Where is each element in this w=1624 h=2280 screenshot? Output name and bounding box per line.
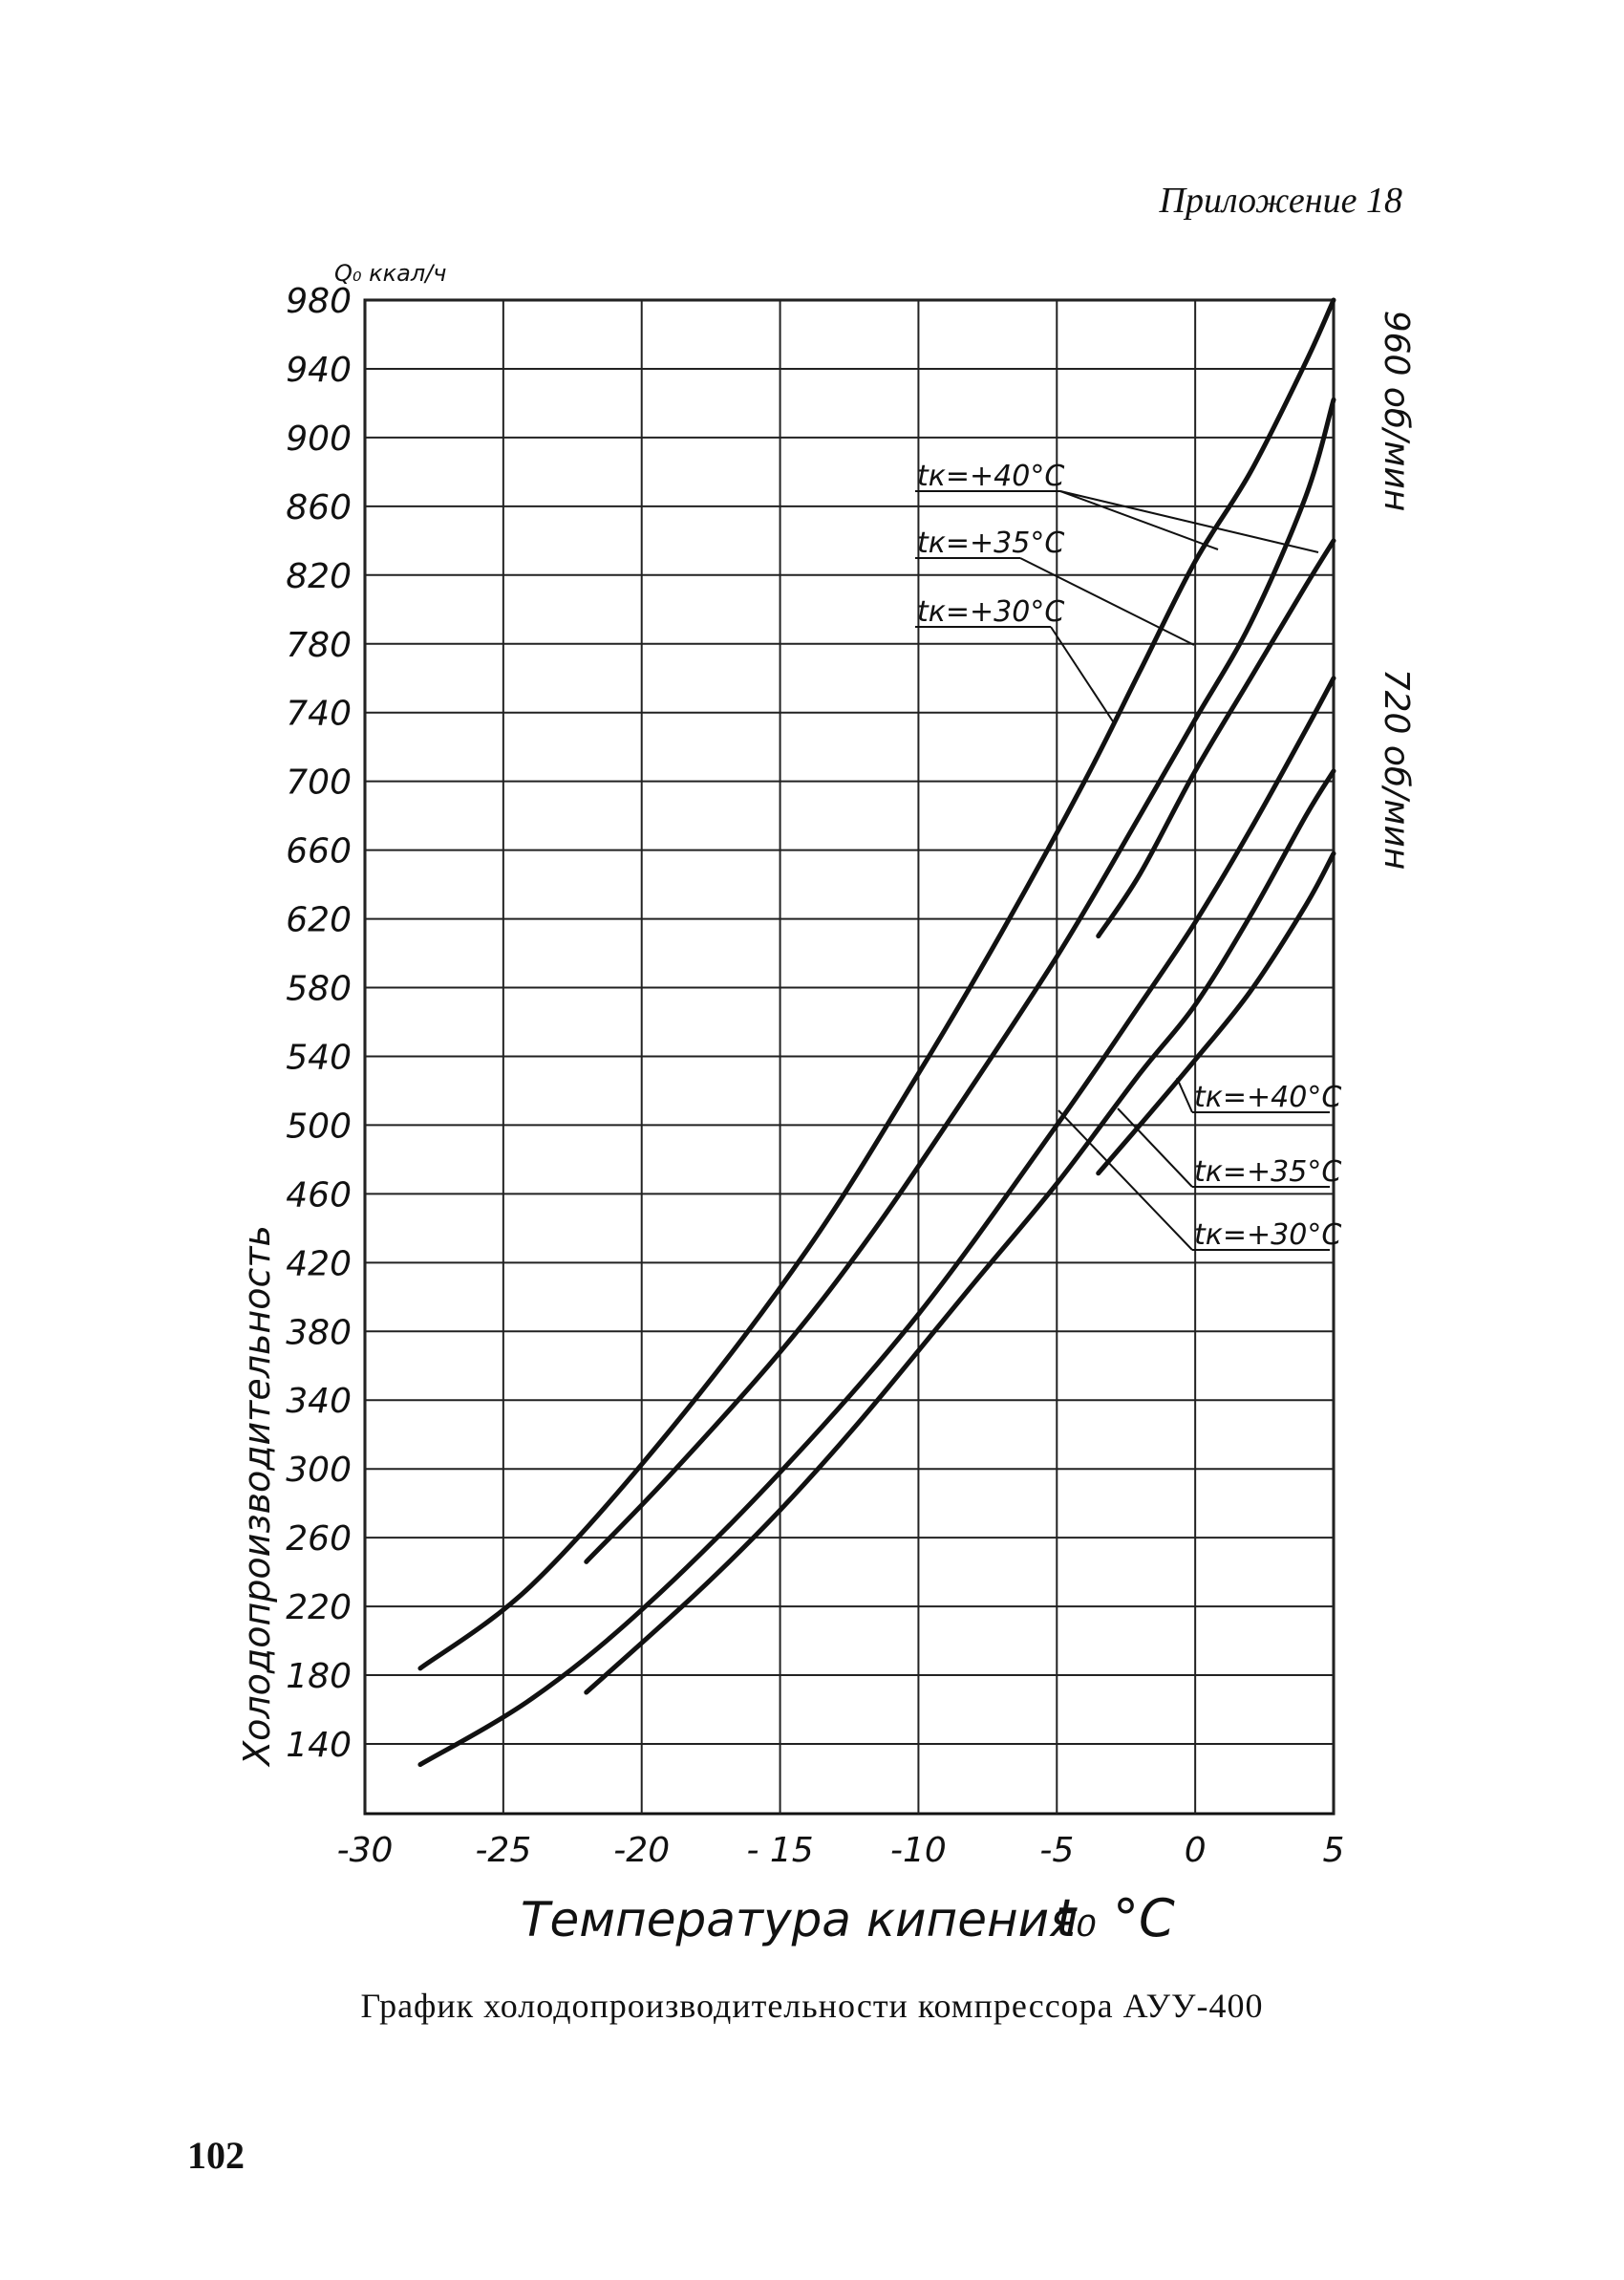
tk-pointer bbox=[1176, 1077, 1193, 1113]
y-tick-label: 980 bbox=[286, 282, 352, 321]
series-line-3 bbox=[417, 676, 1336, 1768]
y-tick-label: 500 bbox=[286, 1107, 352, 1146]
y-tick-label: 220 bbox=[286, 1588, 352, 1627]
tk-pointer bbox=[1050, 626, 1114, 722]
tk-label-960-35: tк=+35°C bbox=[917, 527, 1064, 560]
series-line-1 bbox=[584, 397, 1336, 1564]
tk-pointer bbox=[1059, 490, 1319, 553]
figure-caption: График холодопроизводительности компресс… bbox=[360, 1987, 1264, 2025]
y-tick-label: 300 bbox=[286, 1451, 352, 1490]
y-tick-label: 740 bbox=[286, 695, 352, 734]
x-tick-label: -5 bbox=[1039, 1831, 1074, 1870]
y-tick-label: 460 bbox=[286, 1175, 352, 1215]
tk-label-720-30: tк=+30°C bbox=[1194, 1218, 1341, 1252]
y-tick-label: 420 bbox=[286, 1244, 352, 1283]
x-tick-label: -30 bbox=[337, 1831, 394, 1870]
x-tick-label: -20 bbox=[613, 1831, 670, 1870]
y-tick-label: 540 bbox=[286, 1038, 352, 1077]
speed-label-720: 720 об/мин bbox=[1377, 669, 1416, 871]
y-tick-label: 580 bbox=[286, 970, 352, 1009]
y-tick-label: 260 bbox=[286, 1519, 352, 1559]
tk-label-720-40: tк=+40°C bbox=[1194, 1081, 1341, 1114]
tk-pointer bbox=[1019, 557, 1195, 646]
y-axis-label: Холодопроизводительность bbox=[236, 1225, 278, 1768]
tk-pointer bbox=[1058, 1109, 1193, 1251]
y-tick-label: 380 bbox=[286, 1313, 352, 1352]
appendix-label: Приложение 18 bbox=[1159, 181, 1402, 221]
y-tick-label: 820 bbox=[286, 557, 352, 596]
x-tick-label: -10 bbox=[890, 1831, 947, 1870]
y-tick-label: 340 bbox=[286, 1382, 352, 1421]
chart-leader-lines bbox=[915, 490, 1330, 1251]
tk-pointer bbox=[1117, 1108, 1193, 1188]
y-tick-label: 940 bbox=[286, 351, 352, 390]
x-tick-label: - 15 bbox=[746, 1831, 813, 1870]
x-axis-label: Температура кипения bbox=[521, 1892, 1078, 1947]
y-tick-label: 900 bbox=[286, 419, 352, 459]
y-tick-label: 700 bbox=[286, 764, 352, 803]
chart-grid bbox=[363, 298, 1336, 1816]
page-number: 102 bbox=[187, 2134, 245, 2177]
speed-label-960: 960 об/мин bbox=[1377, 311, 1416, 512]
x-tick-label: 5 bbox=[1323, 1831, 1345, 1870]
series-line-2 bbox=[1096, 538, 1336, 939]
x-axis-unit: t₀ °C bbox=[1056, 1888, 1175, 1948]
tk-labels: tк=+40°C tк=+35°C tк=+30°C tк=+40°C tк=+… bbox=[917, 460, 1341, 1252]
x-tick-label: -25 bbox=[475, 1831, 531, 1870]
y-tick-label: 860 bbox=[286, 488, 352, 527]
series-line-5 bbox=[1096, 850, 1336, 1176]
y-tick-label: 180 bbox=[286, 1657, 352, 1696]
y-axis-unit: Q₀ ккал/ч bbox=[334, 260, 446, 287]
tk-label-720-35: tк=+35°C bbox=[1194, 1155, 1341, 1189]
y-tick-labels: 140 180 220 260 300 340 380 420 460 500 540 580 620 6… bbox=[286, 282, 352, 1765]
y-tick-label: 140 bbox=[286, 1726, 352, 1765]
series-line-4 bbox=[584, 768, 1336, 1695]
y-tick-label: 620 bbox=[286, 901, 352, 940]
tk-label-960-30: tк=+30°C bbox=[917, 595, 1064, 629]
x-tick-labels: -30 -25 -20 - 15 -10 -5 0 5 bbox=[337, 1831, 1345, 1870]
y-tick-label: 780 bbox=[286, 626, 352, 665]
y-tick-label: 660 bbox=[286, 832, 352, 871]
series-line-0 bbox=[417, 297, 1336, 1671]
tk-label-960-40: tк=+40°C bbox=[917, 460, 1064, 493]
x-tick-label: 0 bbox=[1185, 1831, 1207, 1870]
tk-pointer bbox=[1059, 490, 1219, 550]
chart-curves bbox=[417, 297, 1336, 1768]
